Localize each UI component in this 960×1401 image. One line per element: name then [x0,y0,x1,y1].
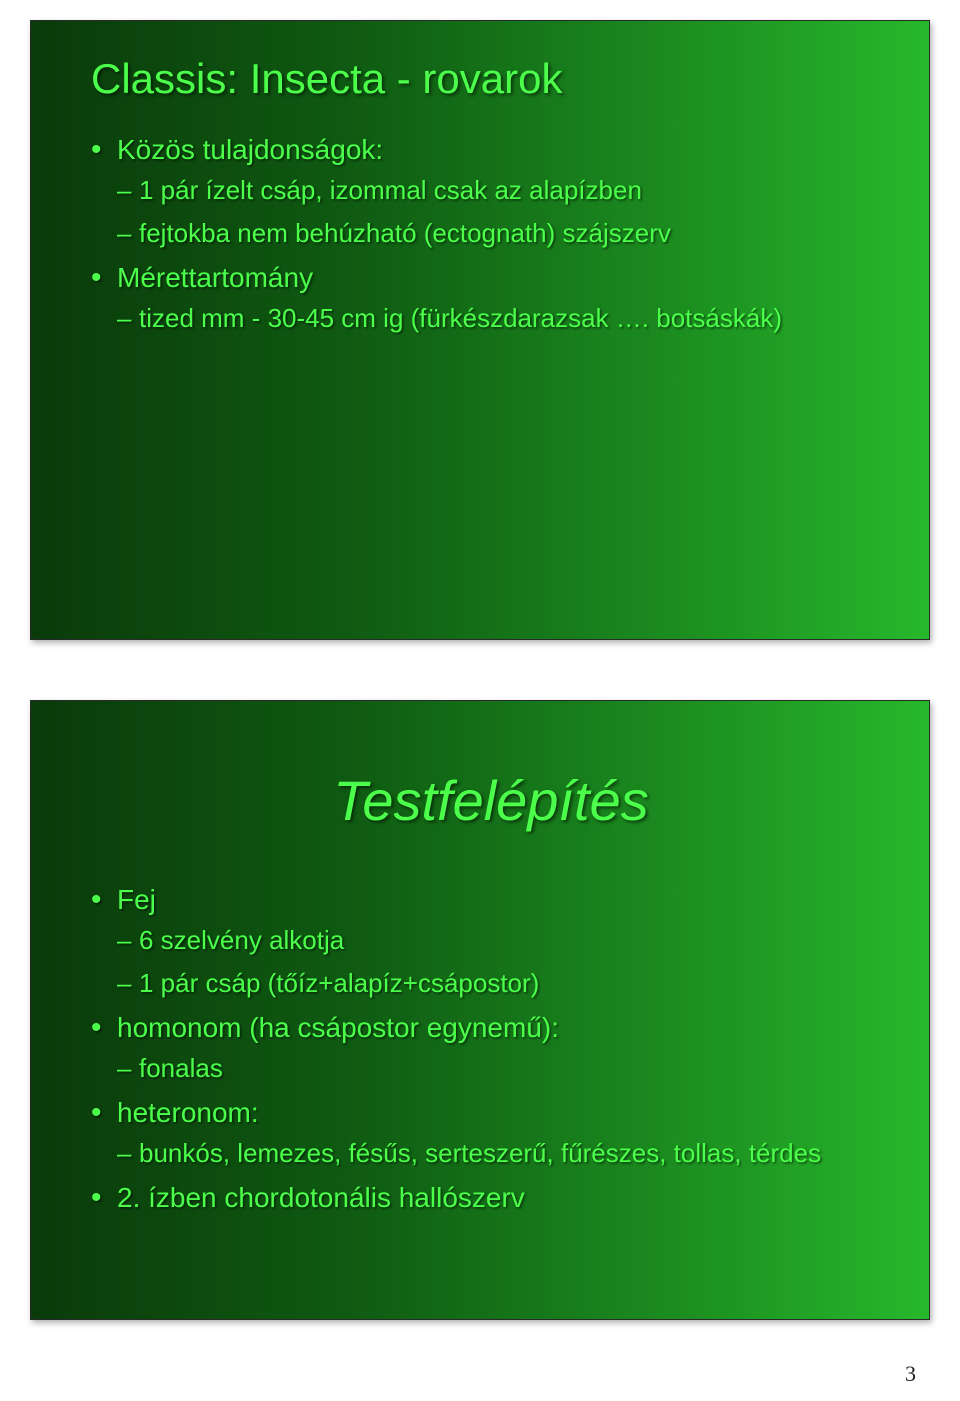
list-item: fejtokba nem behúzható (ectognath) szájs… [117,214,891,253]
list-item-text: 1 pár csáp (tőíz+alapíz+csápostor) [139,968,539,998]
list-item-text: Mérettartomány [117,262,313,293]
list-item: 2. ízben chordotonális hallószerv [91,1177,891,1219]
list-item-text: Közös tulajdonságok: [117,134,383,165]
page-number: 3 [905,1361,916,1387]
list-item-text: tized mm - 30-45 cm ig (fürkészdarazsak … [139,303,782,333]
list-item: Mérettartomány tized mm - 30-45 cm ig (f… [91,257,891,338]
list-item: Közös tulajdonságok: 1 pár ízelt csáp, i… [91,129,891,253]
slide-1-title: Classis: Insecta - rovarok [91,55,891,103]
list-item: 1 pár csáp (tőíz+alapíz+csápostor) [117,964,891,1003]
slide-2-list: Fej 6 szelvény alkotja 1 pár csáp (tőíz+… [91,879,891,1219]
list-item: 6 szelvény alkotja [117,921,891,960]
list-item-text: heteronom: [117,1097,259,1128]
slide-2-title: Testfelépítés [91,769,891,833]
list-item: Fej 6 szelvény alkotja 1 pár csáp (tőíz+… [91,879,891,1003]
list-item-text: 1 pár ízelt csáp, izommal csak az alapíz… [139,175,642,205]
slide-1-list: Közös tulajdonságok: 1 pár ízelt csáp, i… [91,129,891,338]
list-item: homonom (ha csápostor egynemű): fonalas [91,1007,891,1088]
list-item-text: homonom (ha csápostor egynemű): [117,1012,559,1043]
list-item-text: 2. ízben chordotonális hallószerv [117,1182,525,1213]
list-item: bunkós, lemezes, fésűs, serteszerű, fűré… [117,1134,891,1173]
slide-1: Classis: Insecta - rovarok Közös tulajdo… [30,20,930,640]
list-item-text: Fej [117,884,156,915]
list-item: tized mm - 30-45 cm ig (fürkészdarazsak … [117,299,891,338]
list-item-text: fonalas [139,1053,223,1083]
list-item: 1 pár ízelt csáp, izommal csak az alapíz… [117,171,891,210]
list-item-text: fejtokba nem behúzható (ectognath) szájs… [139,218,671,248]
list-item-text: 6 szelvény alkotja [139,925,344,955]
page: Classis: Insecta - rovarok Közös tulajdo… [0,0,960,1401]
slide-2: Testfelépítés Fej 6 szelvény alkotja 1 p… [30,700,930,1320]
list-item-text: bunkós, lemezes, fésűs, serteszerű, fűré… [139,1138,821,1168]
list-item: fonalas [117,1049,891,1088]
list-item: heteronom: bunkós, lemezes, fésűs, serte… [91,1092,891,1173]
